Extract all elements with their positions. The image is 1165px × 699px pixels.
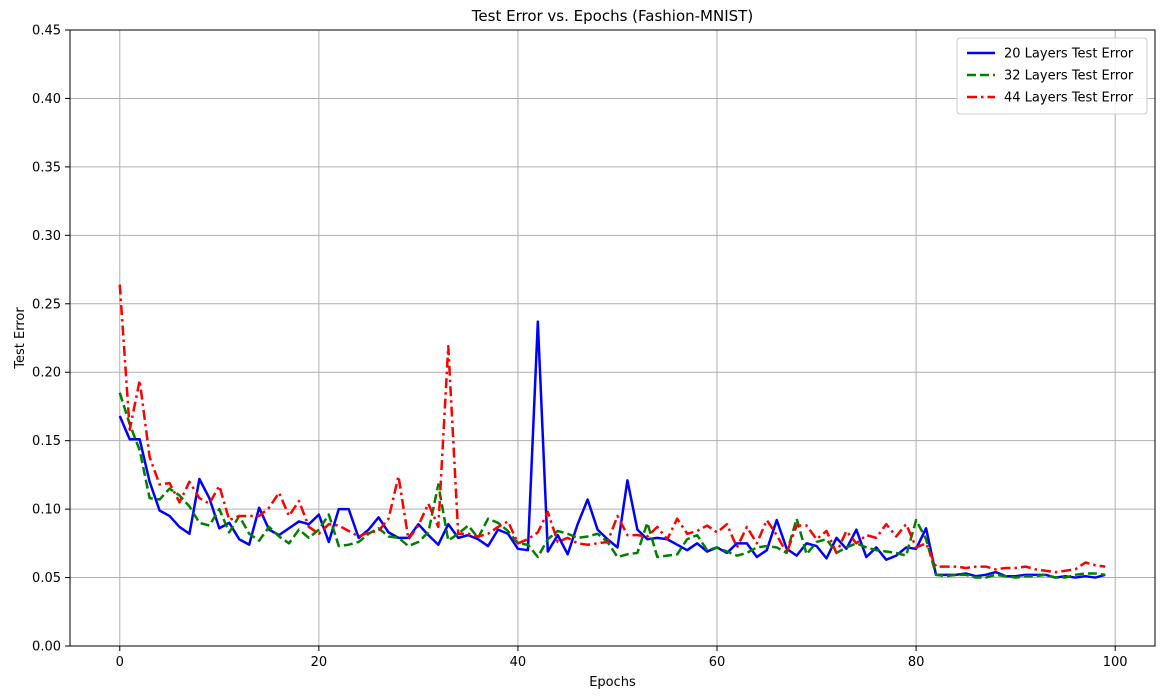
x-tick-label: 20: [311, 655, 328, 670]
grid-lines: [70, 29, 1155, 647]
legend-label: 44 Layers Test Error: [1004, 91, 1134, 106]
chart-title: Test Error vs. Epochs (Fashion-MNIST): [471, 7, 753, 25]
y-tick-label: 0.20: [32, 366, 61, 381]
series-line-2: [118, 392, 1106, 579]
legend-label: 32 Layers Test Error: [1004, 69, 1134, 84]
y-tick-label: 0.15: [32, 434, 61, 449]
y-axis-ticks: 0.00 0.05 0.10 0.15 0.20 0.25 0.30 0.35 0.40 0.45: [32, 24, 70, 655]
y-axis-title: Test Error: [13, 307, 28, 370]
y-tick-label: 0.40: [32, 92, 61, 107]
legend-label: 20 Layers Test Error: [1004, 47, 1134, 62]
x-tick-label: 0: [116, 655, 124, 670]
y-tick-label: 0.10: [32, 503, 61, 518]
x-axis-title: Epochs: [589, 675, 636, 690]
legend: 20 Layers Test Error 32 Layers Test Error…: [956, 37, 1148, 115]
x-tick-label: 60: [709, 655, 726, 670]
y-tick-label: 0.05: [32, 571, 61, 586]
x-tick-label: 40: [510, 655, 527, 670]
plot-frame: [69, 29, 1156, 647]
x-tick-label: 80: [908, 655, 925, 670]
series-layer: [118, 284, 1106, 579]
y-tick-label: 0.35: [32, 160, 61, 175]
y-tick-label: 0.30: [32, 229, 61, 244]
legend-box: [956, 37, 1148, 115]
series-line-3: [118, 284, 1106, 574]
y-tick-label: 0.45: [32, 24, 61, 39]
x-axis-ticks: 0 20 40 60 80 100: [116, 646, 1128, 670]
y-tick-label: 0.25: [32, 297, 61, 312]
x-tick-label: 100: [1103, 655, 1128, 670]
y-tick-label: 0.00: [32, 640, 61, 655]
